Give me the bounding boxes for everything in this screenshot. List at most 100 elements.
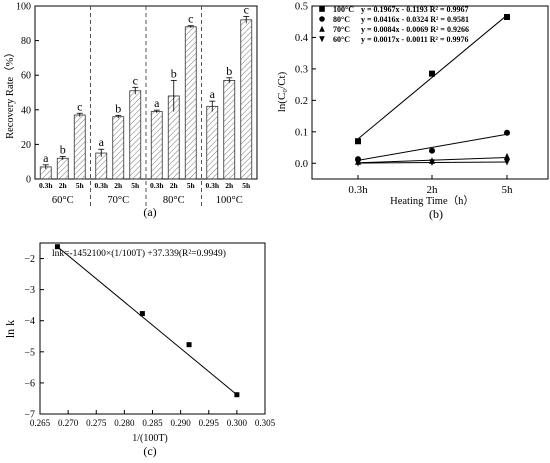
panel-b-x-axis-label: Heating Time（h）: [390, 195, 474, 207]
panel-c-y-tick-label: −5: [24, 347, 35, 358]
panel-b-x-tick-label: 5h: [502, 184, 514, 196]
panel-a-bar: [184, 26, 197, 180]
panel-b-point-triangle-up: [504, 152, 510, 160]
panel-a-bar: [240, 19, 253, 180]
panel-b-point-square: [319, 6, 325, 12]
panel-a-bar: [56, 157, 69, 180]
panel-b-legend-equation: y = 0.1967x - 0.1193 R² = 0.9967: [361, 5, 469, 14]
panel-a-significance-letter: c: [244, 2, 249, 16]
panel-b-point-square: [355, 138, 361, 145]
panel-c-x-tick-label: 0.285: [142, 418, 163, 428]
panel-a-sub-tick-label: 0.3h: [150, 181, 164, 190]
panel-b-point-circle: [429, 147, 435, 154]
panel-b-kinetics-chart: 0.0 0.1 0.2 0.3 0.4 0.5 0.3h 2h 5h 100°C y = 0.1…: [276, 2, 549, 221]
panel-c-arrhenius-chart: −7 −6 −5 −4 −3 −2 0.265 0.270 0.275 0.280 0.285 0.…: [3, 242, 276, 458]
panel-b-legend-name: 60°C: [333, 35, 350, 44]
panel-b-point-triangle-down: [319, 36, 325, 43]
panel-c-x-tick-label: 0.290: [171, 418, 192, 428]
panel-b-point-triangle-down: [429, 159, 435, 166]
panel-a-sub-tick-label: 2h: [114, 181, 123, 190]
panel-b-fit-line: [357, 14, 508, 140]
panel-a-caption: (a): [143, 205, 156, 219]
panel-c-y-tick-label: −7: [24, 410, 35, 421]
panel-a-sub-tick-label: 0.3h: [205, 181, 219, 190]
panel-a-sub-tick-label: 0.3h: [94, 181, 108, 190]
panel-b-y-tick-label: 0.5: [295, 2, 308, 13]
panel-b-legend-name: 80°C: [333, 15, 350, 24]
panel-b-fit-line: [357, 133, 508, 161]
panel-c-fit-line: [57, 246, 238, 396]
panel-a-sub-tick-label: 0.3h: [39, 181, 53, 190]
panel-a-sub-tick-label: 5h: [76, 181, 85, 190]
panel-a-bar: [73, 114, 86, 180]
panel-a-sub-tick-label: 2h: [225, 181, 234, 190]
panel-a-y-tick-label: 0: [26, 175, 31, 186]
panel-b-x-tick-label: 2h: [427, 184, 439, 196]
panel-a-significance-letter: a: [154, 96, 160, 110]
panel-c-x-axis-label: 1/(100T): [132, 433, 168, 444]
panel-a-bar: [95, 152, 108, 180]
panel-b-legend-name: 70°C: [333, 25, 350, 34]
panel-c-y-tick-label: −3: [24, 285, 35, 296]
panel-a-sub-tick-label: 5h: [131, 181, 140, 190]
panel-a-y-axis-label: Recovery Rate（%）: [4, 47, 16, 139]
panel-c-data-point: [234, 392, 240, 398]
panel-a-significance-letter: b: [226, 64, 232, 78]
panel-a-significance-letter: b: [171, 66, 177, 80]
panel-b-point-circle: [319, 16, 325, 22]
panel-b-y-tick-label: 0.4: [295, 33, 309, 44]
panel-a-sub-tick-label: 2h: [59, 181, 68, 190]
panel-c-plot-frame: [39, 242, 266, 415]
panel-a-significance-letter: b: [60, 143, 66, 157]
panel-c-x-tick-label: 0.270: [58, 418, 79, 428]
panel-c-x-tick-label: 0.295: [199, 418, 220, 428]
panel-a-significance-letter: b: [115, 101, 121, 115]
panel-c-x-tick-label: 0.305: [255, 418, 276, 428]
panel-b-y-tick-label: 0.3: [295, 64, 308, 75]
panel-a-significance-letter: c: [77, 99, 82, 113]
panel-b-point-triangle-down: [504, 159, 510, 166]
panel-a-significance-letter: c: [133, 73, 138, 87]
panel-a-significance-letter: a: [99, 135, 105, 149]
panel-b-legend-equation: y = 0.0017x - 0.0011 R² = 0.9976: [361, 35, 469, 44]
panel-b-point-circle: [504, 129, 510, 136]
panel-b-y-tick-label: 0.0: [295, 159, 308, 170]
panel-c-x-tick-label: 0.265: [30, 418, 51, 428]
panel-b-plot-frame: [311, 5, 549, 180]
panel-a-group-label: 70°C: [107, 195, 129, 206]
panel-a-y-tick-label: 40: [21, 105, 31, 116]
panel-c-x-tick-label: 0.280: [114, 418, 135, 428]
panel-a-y-tick-label: 100: [16, 2, 31, 13]
panel-b-x-tick-label: 0.3h: [348, 184, 368, 196]
panel-b-y-tick-label: 0.2: [295, 96, 308, 107]
panel-a-significance-letter: a: [210, 87, 216, 101]
panel-b-point-triangle-up: [319, 25, 325, 32]
panel-c-data-point: [186, 342, 192, 348]
panel-b-point-square: [504, 14, 510, 21]
panel-b-y-axis-label: ln(C₀/Ct): [276, 71, 288, 112]
panel-c-y-tick-label: −2: [24, 254, 35, 265]
panel-b-caption: (b): [429, 207, 443, 221]
panel-a-group-label: 60°C: [52, 195, 74, 206]
panel-a-significance-letter: a: [43, 151, 49, 165]
panel-c-x-tick-label: 0.300: [227, 418, 248, 428]
panel-a-significance-letter: c: [188, 12, 193, 26]
panel-c-data-point: [139, 311, 145, 317]
panel-a-sub-tick-label: 5h: [187, 181, 196, 190]
panel-c-caption: (c): [143, 444, 156, 458]
panel-a-sub-tick-label: 5h: [242, 181, 251, 190]
panel-a-sub-tick-label: 2h: [170, 181, 179, 190]
panel-c-y-tick-label: −6: [24, 378, 35, 389]
panel-b-legend-name: 100°C: [333, 5, 354, 14]
panel-a-y-tick-label: 80: [21, 36, 31, 47]
panel-a-bar: [112, 116, 125, 180]
panel-c-data-point: [54, 244, 60, 250]
panel-a-bar: [206, 105, 219, 180]
panel-a-bar: [223, 79, 236, 180]
panel-b-legend-equation: y = 0.0416x - 0.0324 R² = 0.9581: [361, 15, 469, 24]
panel-c-x-tick-label: 0.275: [86, 418, 107, 428]
panel-c-fit-annotation: lnk=-1452100×(1/100T) +37.339(R²=0.9949): [52, 248, 226, 259]
panel-a-bar: [129, 90, 142, 180]
panel-a-group-label: 80°C: [163, 195, 185, 206]
